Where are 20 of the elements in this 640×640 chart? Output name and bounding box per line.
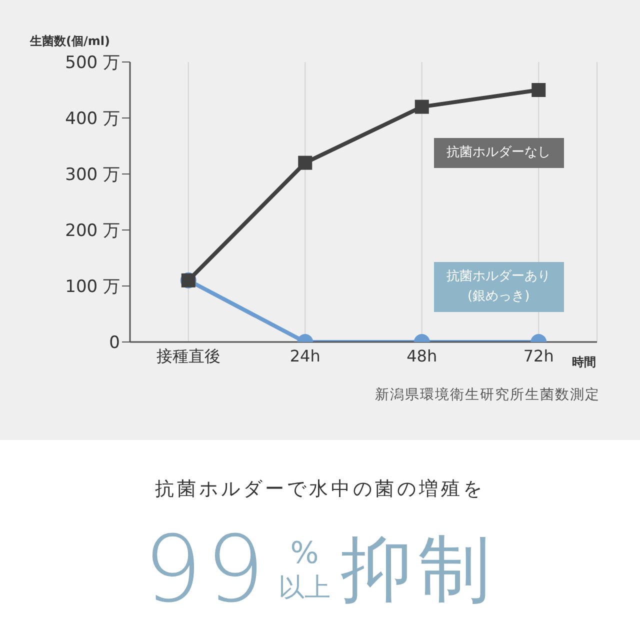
y-axis-title: 生菌数(個/ml) xyxy=(30,33,110,50)
x-tick-label: 24h xyxy=(290,346,320,366)
x-axis-title: 時間 xyxy=(572,354,596,371)
text: 以上 xyxy=(278,572,331,604)
y-tick-label: 0 xyxy=(109,333,120,354)
y-tick-label: 300 万 xyxy=(65,165,120,186)
x-tick-label: 48h xyxy=(406,346,438,366)
text: 抗菌ホルダーなし xyxy=(434,138,564,168)
text: 99 xyxy=(143,516,269,623)
x-tick-label: 72h xyxy=(523,346,554,366)
x-tick-label: 接種直後 xyxy=(156,346,220,366)
y-tick-label: 400 万 xyxy=(65,109,120,130)
text: % xyxy=(290,536,319,572)
text: 抑制 xyxy=(340,526,497,613)
y-tick-label: 500 万 xyxy=(65,53,120,74)
y-tick-label: 200 万 xyxy=(65,221,120,242)
text: 新潟県環境衛生研究所生菌数測定 xyxy=(375,386,600,404)
text: 抗菌ホルダーで水中の菌の増殖を xyxy=(154,477,486,502)
y-tick-label: 100 万 xyxy=(65,277,120,298)
text: 抗菌ホルダーあり (銀めっき) xyxy=(434,262,564,312)
